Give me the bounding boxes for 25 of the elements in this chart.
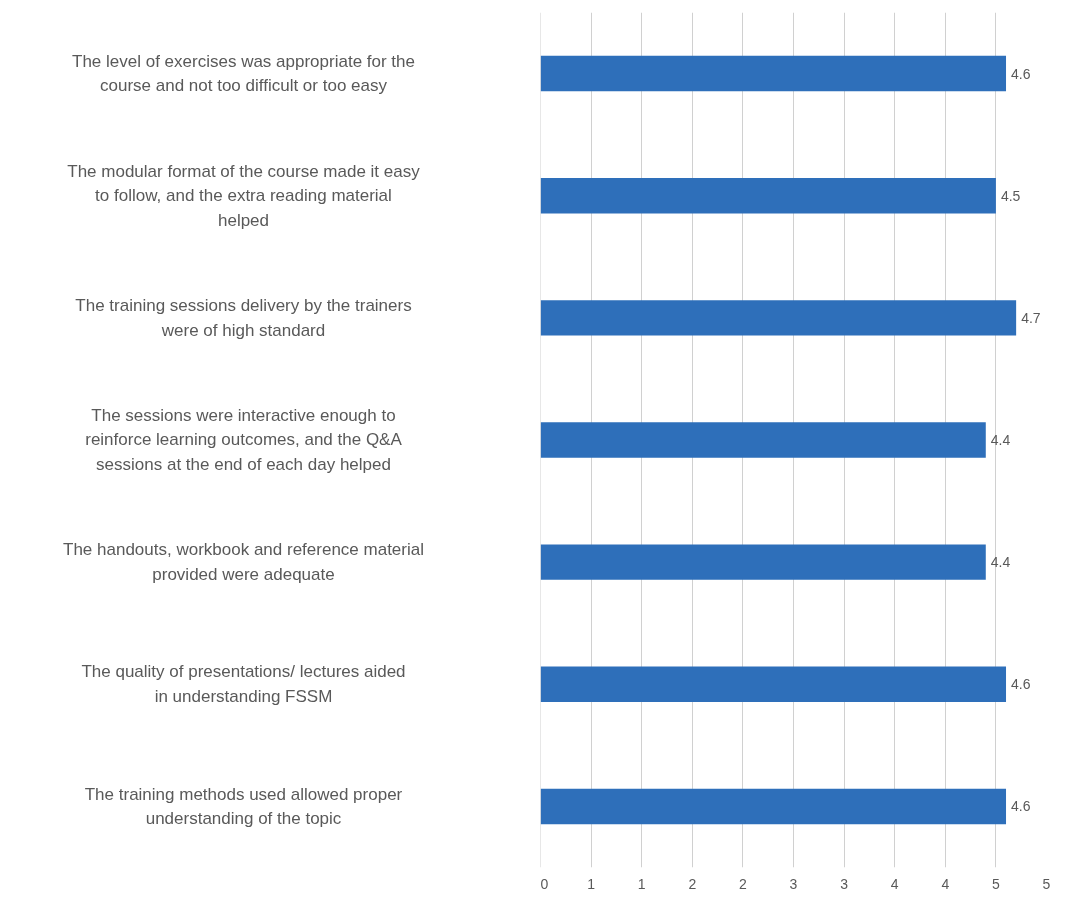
x-tick-label: 3 xyxy=(789,875,798,892)
data-label: 4.6 xyxy=(1011,676,1031,693)
data-label: 4.6 xyxy=(1011,65,1031,82)
data-label: 4.6 xyxy=(1011,798,1031,815)
x-tick-label: 2 xyxy=(688,875,697,892)
data-label: 4.7 xyxy=(1021,309,1041,326)
x-tick-label: 5 xyxy=(992,875,1001,892)
y-tick-label: The training methods used allowed proper understanding of the topic xyxy=(84,784,403,829)
x-tick-label: 1 xyxy=(637,875,646,892)
x-tick-label: 1 xyxy=(587,875,596,892)
y-tick-label: The sessions were interactive enough to reinforce learning outcomes, and the Q&A sessions at the end of each day helped xyxy=(85,405,403,475)
y-tick-label: The training sessions delivery by the trainers were of high standard xyxy=(75,296,412,340)
x-tick-label: 4 xyxy=(890,875,899,892)
y-tick-label: The quality of presentations/ lectures aided in understanding FSSM xyxy=(81,662,406,707)
y-tick-label: The modular format of the course made it easy to follow, and the extra reading material helped xyxy=(67,161,421,230)
x-tick-label: 5 xyxy=(1042,875,1051,892)
x-tick-label: 4 xyxy=(941,875,950,892)
x-tick-label: 3 xyxy=(840,875,849,892)
y-tick-label: The handouts, workbook and reference material provided were adequate xyxy=(63,540,424,584)
data-label: 4.4 xyxy=(990,432,1011,448)
x-tick-label: 0 xyxy=(540,875,549,892)
data-label: 4.4 xyxy=(990,554,1011,571)
data-label: 4.5 xyxy=(1000,187,1021,204)
y-tick-label: The level of exercises was appropriate for the course and not too difficult or too easy xyxy=(72,51,416,96)
x-tick-label: 2 xyxy=(739,875,748,892)
